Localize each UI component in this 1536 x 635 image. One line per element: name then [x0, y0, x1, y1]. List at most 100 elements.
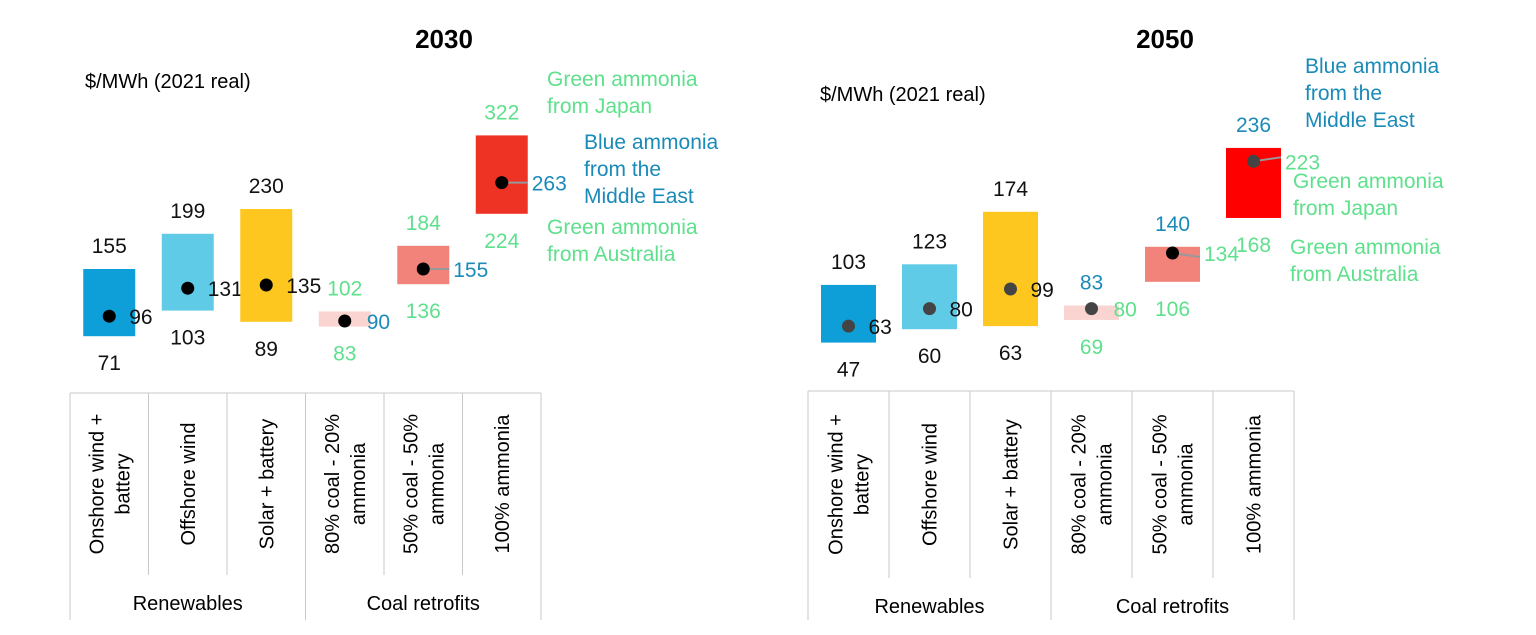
- category-label-line: Onshore wind +: [86, 414, 108, 555]
- bar-group: 199 103 131: [161, 200, 243, 350]
- bar-group: 230 89 135: [240, 175, 321, 361]
- low-value-label: 89: [255, 338, 278, 361]
- annotation-line: from the: [584, 158, 661, 181]
- category-label-line: ammonia: [348, 442, 370, 525]
- high-value-label: 230: [249, 175, 284, 198]
- high-value-label: 322: [484, 101, 519, 124]
- category-label: 50% coal - 50% ammonia: [400, 414, 448, 554]
- annotation-line: Blue ammonia: [1305, 55, 1440, 78]
- low-value-label: 69: [1080, 336, 1103, 359]
- high-value-label: 83: [1080, 272, 1103, 295]
- mid-value-label: 263: [532, 173, 567, 196]
- ammonia-source-annotation: Green ammonia from Australia: [1290, 236, 1441, 286]
- annotation-line: Middle East: [584, 185, 694, 208]
- bar-group: 103 47 63: [821, 251, 892, 382]
- midpoint-dot: [102, 309, 116, 323]
- mid-value-label: 80: [1114, 299, 1137, 322]
- low-value-label: 136: [406, 300, 441, 323]
- midpoint-dot: [338, 314, 352, 328]
- group-label: Coal retrofits: [367, 593, 480, 615]
- bar-group: 123 60 80: [902, 230, 973, 368]
- category-label-line: 50% coal - 50%: [400, 414, 422, 554]
- chart-2030: 2030$/MWh (2021 real)1557196199103131230…: [69, 24, 719, 620]
- midpoint-dot: [416, 262, 430, 276]
- annotation-line: Green ammonia: [547, 216, 698, 239]
- category-label: Onshore wind + battery: [826, 414, 874, 555]
- category-label-line: battery: [852, 454, 874, 515]
- range-bar: [821, 284, 876, 343]
- category-label-line: Solar + battery: [256, 419, 278, 550]
- high-value-label: 236: [1236, 114, 1271, 137]
- ammonia-source-annotation: Blue ammonia from the Middle East: [1305, 55, 1440, 132]
- mid-value-label: 135: [286, 275, 321, 298]
- category-table: Onshore wind + battery Offshore wind Solar …: [69, 392, 542, 620]
- chart-2050: 2050 $/MWh (2021 real) 103 47 63 123 60 80 174 63…: [807, 24, 1444, 620]
- category-label: Onshore wind + battery: [86, 414, 134, 555]
- ammonia-source-annotation: Green ammonia from Japan: [1293, 170, 1444, 220]
- annotation-line: Middle East: [1305, 109, 1415, 132]
- category-label-line: Offshore wind: [178, 422, 200, 545]
- midpoint-dot: [181, 281, 195, 295]
- high-value-label: 103: [831, 251, 866, 274]
- category-label: 50% coal - 50% ammonia: [1150, 414, 1198, 554]
- high-value-label: 184: [406, 212, 441, 235]
- category-label-line: Solar + battery: [1001, 419, 1023, 550]
- ammonia-source-annotation: Blue ammonia from the Middle East: [584, 131, 719, 208]
- category-label: Solar + battery: [1001, 419, 1023, 550]
- bar-group: 102 83 90: [318, 277, 390, 366]
- range-bar: [983, 211, 1038, 327]
- group-label: Coal retrofits: [1116, 596, 1229, 618]
- annotation-line: from Japan: [1293, 197, 1398, 220]
- low-value-label: 168: [1236, 234, 1271, 257]
- ammonia-source-annotation: Green ammonia from Australia: [547, 216, 698, 266]
- mid-value-label: 131: [208, 278, 243, 301]
- high-value-label: 155: [92, 235, 127, 258]
- category-label: 100% ammonia: [1244, 414, 1266, 554]
- mid-value-label: 223: [1285, 151, 1320, 174]
- bar-group: 155 71 96: [83, 235, 153, 375]
- midpoint-dot: [259, 278, 273, 292]
- group-label: Renewables: [874, 596, 984, 618]
- midpoint-dot: [1085, 302, 1098, 316]
- category-label-line: 80% coal - 20%: [322, 414, 344, 554]
- annotation-line: from Australia: [547, 243, 676, 266]
- range-bar: [902, 264, 957, 330]
- category-label: 80% coal - 20% ammonia: [1069, 414, 1117, 554]
- mid-value-label: 134: [1204, 243, 1239, 266]
- mid-value-label: 80: [950, 299, 973, 322]
- low-value-label: 47: [837, 359, 860, 382]
- ammonia-source-annotation: Green ammonia from Japan: [547, 68, 698, 118]
- category-label: Offshore wind: [178, 422, 200, 545]
- annotation-line: from Australia: [1290, 263, 1419, 286]
- chart-title: 2050: [1136, 24, 1194, 54]
- category-label-line: 100% ammonia: [492, 414, 514, 554]
- range-bar: [83, 269, 136, 337]
- category-label-line: Onshore wind +: [826, 414, 848, 555]
- bar-group: 140 106 134: [1145, 213, 1239, 321]
- category-label-line: ammonia: [1095, 443, 1117, 526]
- bar-group: 184 136 155: [397, 212, 488, 323]
- low-value-label: 103: [170, 327, 205, 350]
- high-value-label: 123: [912, 230, 947, 253]
- mid-value-label: 99: [1031, 279, 1054, 302]
- category-label: Solar + battery: [256, 419, 278, 550]
- category-label-line: battery: [112, 453, 134, 514]
- category-table: Onshore wind + battery Offshore wind Solar …: [807, 390, 1295, 620]
- bar-group: 83 69 80: [1064, 272, 1137, 359]
- y-axis-label: $/MWh (2021 real): [85, 71, 251, 93]
- annotation-line: Green ammonia: [547, 68, 698, 91]
- annotation-line: from Japan: [547, 95, 652, 118]
- high-value-label: 199: [170, 200, 205, 223]
- category-label: Offshore wind: [920, 423, 942, 546]
- midpoint-dot: [923, 302, 936, 316]
- bar-group: 174 63 99: [983, 178, 1054, 365]
- category-label-line: ammonia: [1176, 443, 1198, 526]
- group-label: Renewables: [133, 593, 243, 615]
- low-value-label: 106: [1155, 298, 1190, 321]
- high-value-label: 102: [327, 277, 362, 300]
- high-value-label: 140: [1155, 213, 1190, 236]
- midpoint-dot: [495, 176, 509, 190]
- mid-value-label: 155: [453, 259, 488, 282]
- category-label: 100% ammonia: [492, 414, 514, 554]
